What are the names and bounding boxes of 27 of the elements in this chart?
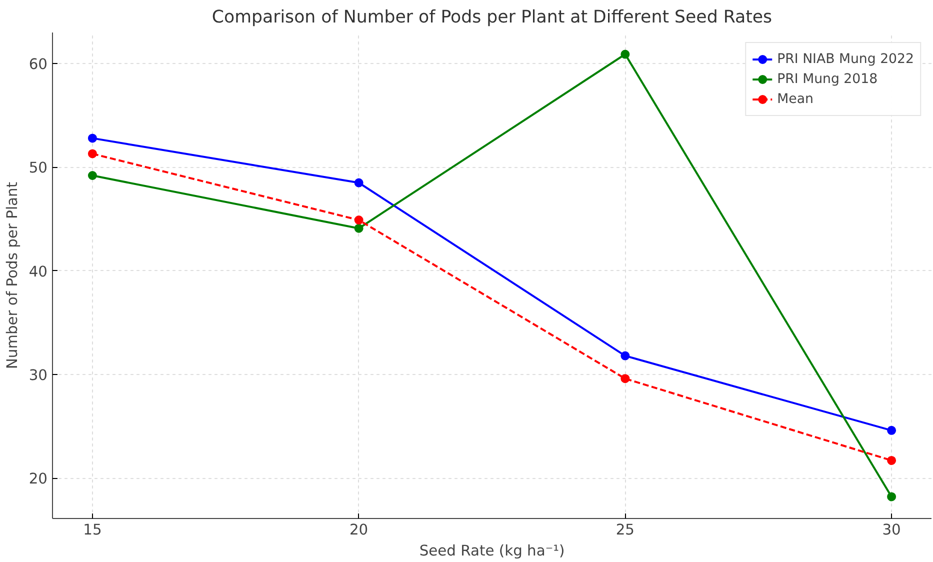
chart-title: Comparison of Number of Pods per Plant at Different Seed Rates [212, 8, 772, 28]
x-tick-label: 15 [83, 522, 102, 538]
point [354, 216, 364, 225]
point [88, 134, 97, 143]
point [887, 426, 896, 435]
legend-label: PRI NIAB Mung 2022 [777, 52, 914, 66]
y-axis-title: Number of Pods per Plant [4, 182, 21, 370]
point [887, 456, 896, 465]
point [88, 149, 97, 158]
x-tick-label: 25 [616, 522, 635, 538]
y-tick-label: 40 [28, 263, 48, 280]
point [354, 224, 364, 233]
point [620, 50, 630, 59]
point [354, 178, 364, 188]
y-tick-label: 20 [28, 470, 48, 488]
x-tick-label: 20 [349, 522, 368, 538]
legend-label: PRI Mung 2018 [777, 72, 878, 86]
y-tick-label: 50 [28, 160, 48, 177]
point [88, 171, 97, 180]
point [887, 492, 896, 502]
legend-label: Mean [777, 92, 814, 106]
point [620, 351, 630, 360]
point [620, 374, 630, 384]
x-axis-title: Seed Rate (kg ha⁻¹) [419, 542, 565, 560]
y-tick-label: 60 [28, 56, 48, 74]
y-tick-label: 30 [28, 366, 48, 384]
x-tick-label: 30 [882, 522, 901, 538]
